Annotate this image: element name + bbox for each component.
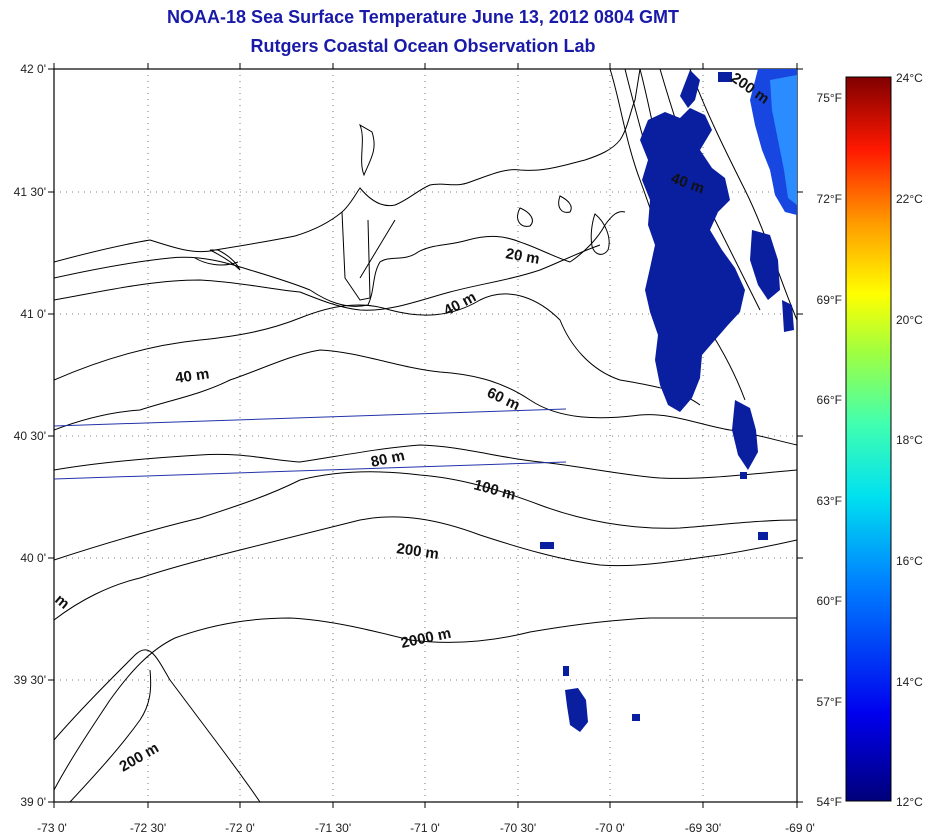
lon-tick-label: -71 30' (315, 821, 351, 835)
celsius-label: 24°C (896, 71, 923, 85)
celsius-label: 22°C (896, 192, 923, 206)
isobaths (54, 69, 797, 802)
map-title: NOAA-18 Sea Surface Temperature June 13,… (167, 7, 679, 27)
sst-cold-patches (540, 70, 794, 732)
latitude-labels: 42 0' 41 30' 41 0' 40 30' 40 0' 39 30' 3… (14, 62, 46, 809)
lat-tick-label: 41 0' (20, 307, 46, 321)
isobath-label: 200 m (395, 540, 439, 563)
colorbar-fahrenheit-labels: 75°F 72°F 69°F 66°F 63°F 60°F 57°F 54°F (817, 91, 842, 809)
fahrenheit-label: 66°F (817, 393, 842, 407)
fahrenheit-label: 69°F (817, 293, 842, 307)
lon-tick-label: -72 30' (130, 821, 166, 835)
celsius-label: 20°C (896, 313, 923, 327)
colorbar (845, 76, 892, 802)
lon-tick-label: -69 30' (685, 821, 721, 835)
lat-tick-label: 41 30' (14, 185, 46, 199)
fahrenheit-label: 63°F (817, 494, 842, 508)
fahrenheit-label: 60°F (817, 594, 842, 608)
lon-tick-label: -73 0' (37, 821, 67, 835)
isobath-label: 20 m (504, 245, 541, 268)
tick-marks (48, 63, 803, 808)
track-lines (54, 408, 567, 480)
lon-tick-label: -72 0' (225, 821, 255, 835)
colorbar-celsius-labels: 24°C 22°C 20°C 18°C 16°C 14°C 12°C (896, 71, 923, 809)
lat-tick-label: 40 30' (14, 429, 46, 443)
isobath-label: 80 m (369, 447, 406, 471)
lat-tick-label: 40 0' (20, 551, 46, 565)
lon-tick-label: -70 0' (595, 821, 625, 835)
celsius-label: 14°C (896, 675, 923, 689)
lon-tick-label: -69 0' (785, 821, 815, 835)
sst-mid-patches (770, 75, 797, 205)
lat-tick-label: 39 0' (20, 795, 46, 809)
lon-tick-label: -71 0' (410, 821, 440, 835)
graticule (54, 69, 797, 802)
celsius-label: 12°C (896, 795, 923, 809)
lat-tick-label: 42 0' (20, 62, 46, 76)
fahrenheit-label: 54°F (817, 795, 842, 809)
lat-tick-label: 39 30' (14, 673, 46, 687)
fahrenheit-label: 75°F (817, 91, 842, 105)
fahrenheit-label: 72°F (817, 192, 842, 206)
longitude-labels: -73 0' -72 30' -72 0' -71 30' -71 0' -70… (37, 821, 815, 835)
celsius-label: 18°C (896, 433, 923, 447)
map-subtitle: Rutgers Coastal Ocean Observation Lab (250, 36, 596, 56)
isobath-label: 40 m (174, 365, 210, 387)
lon-tick-label: -70 30' (500, 821, 536, 835)
fahrenheit-label: 57°F (817, 695, 842, 709)
celsius-label: 16°C (896, 554, 923, 568)
